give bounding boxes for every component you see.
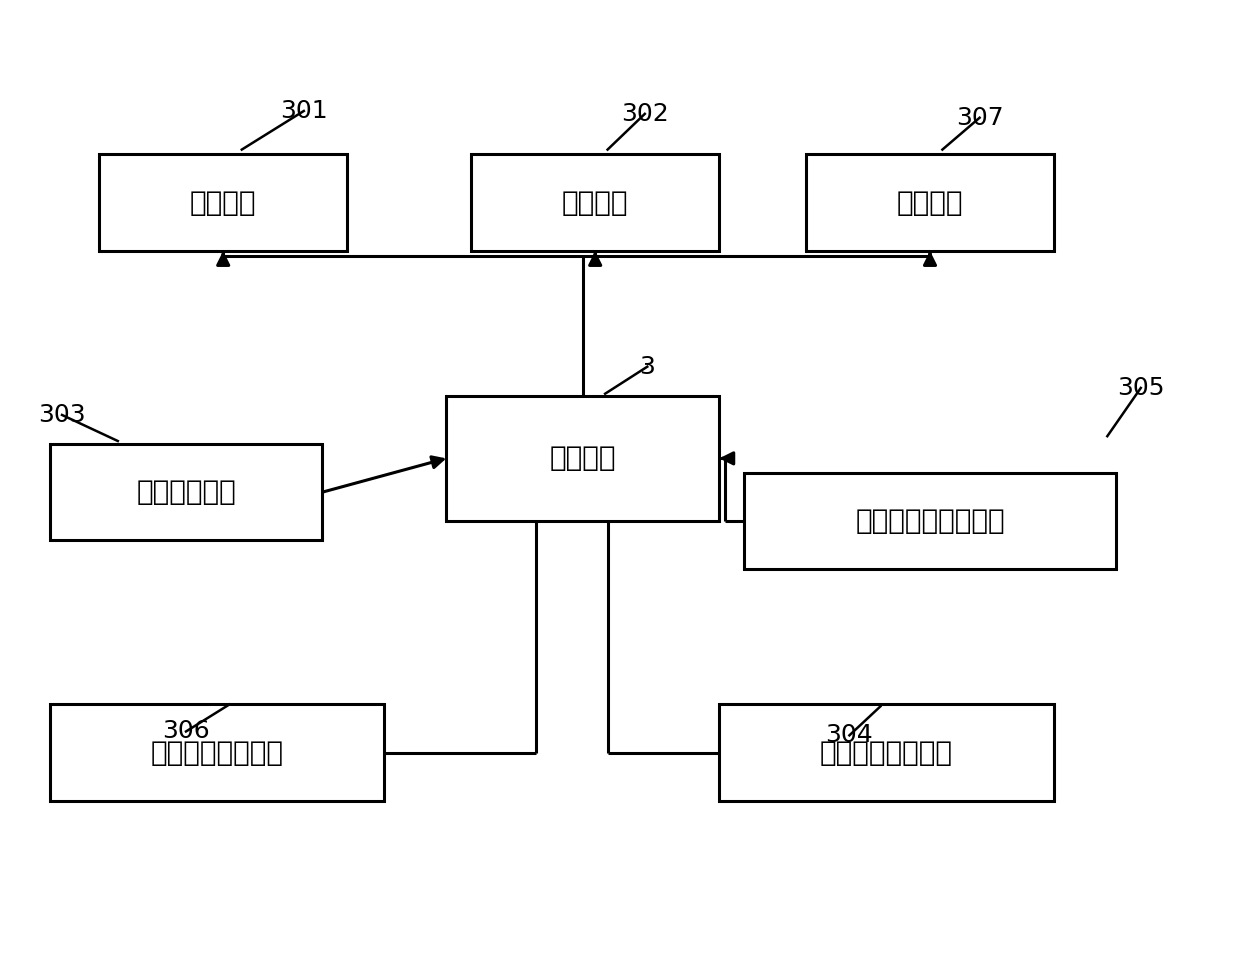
Text: 主控制器: 主控制器: [549, 444, 616, 473]
Text: 305: 305: [1117, 376, 1164, 400]
Text: 306: 306: [162, 720, 210, 743]
Text: 报警装置: 报警装置: [897, 188, 963, 217]
Text: 3: 3: [640, 355, 655, 378]
Text: 302: 302: [621, 102, 668, 125]
Bar: [806, 154, 1054, 251]
Bar: [50, 704, 384, 801]
Text: 301: 301: [280, 99, 327, 123]
Bar: [471, 154, 719, 251]
Bar: [50, 444, 322, 540]
Text: 侧向加速度采集模块: 侧向加速度采集模块: [856, 507, 1004, 536]
Text: 303: 303: [38, 403, 86, 427]
Text: 轮速采集模块: 轮速采集模块: [136, 478, 236, 507]
Text: 悬架系统: 悬架系统: [190, 188, 257, 217]
Text: 制动系统: 制动系统: [562, 188, 629, 217]
Text: 悬架负载采集模块: 悬架负载采集模块: [820, 738, 954, 767]
Bar: [99, 154, 347, 251]
Bar: [719, 704, 1054, 801]
Text: 304: 304: [826, 724, 873, 747]
Text: 车身倾斜采集模块: 车身倾斜采集模块: [150, 738, 284, 767]
Bar: [446, 396, 719, 521]
Text: 307: 307: [956, 106, 1003, 129]
Bar: [744, 473, 1116, 569]
